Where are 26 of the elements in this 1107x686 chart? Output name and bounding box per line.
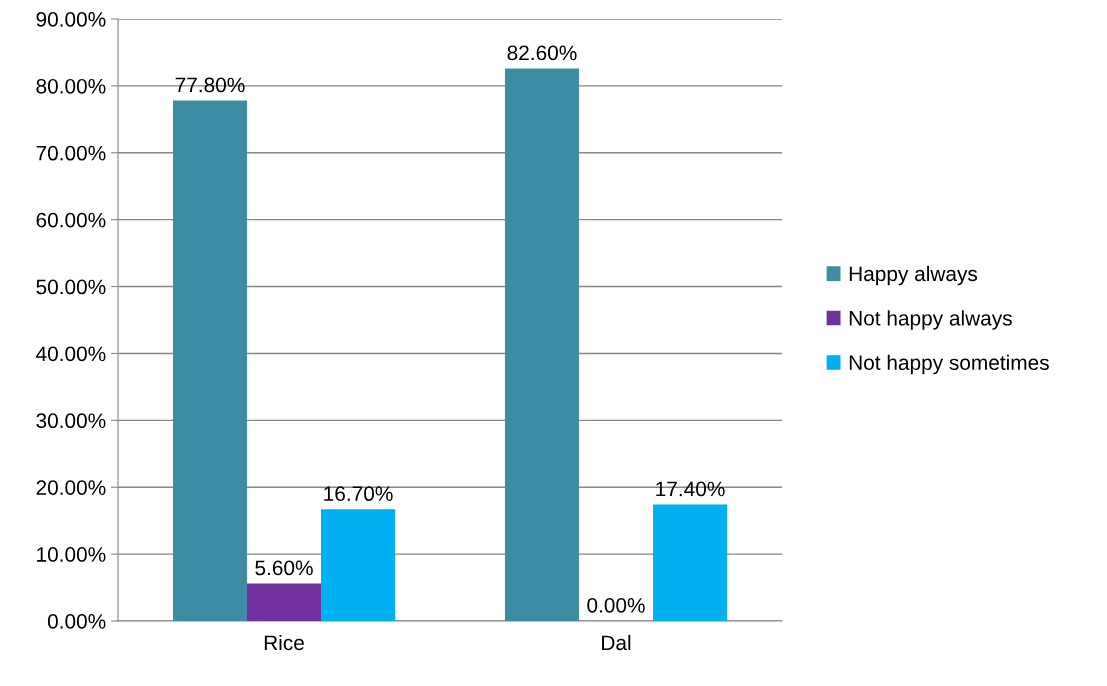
data-label: 5.60% xyxy=(255,560,313,576)
data-label: 77.80% xyxy=(175,77,245,93)
y-tick-label: 70.00% xyxy=(36,145,106,161)
legend-label: Happy always xyxy=(849,265,978,286)
data-label: 17.40% xyxy=(656,481,725,497)
data-label: 0.00% xyxy=(587,597,645,613)
bar xyxy=(504,68,579,621)
x-tick-label: Dal xyxy=(602,634,631,651)
y-tick-label: 90.00% xyxy=(36,12,106,27)
y-tick-label: 0.00% xyxy=(47,614,106,629)
y-tick-label: 20.00% xyxy=(36,480,106,495)
y-tick-label: 40.00% xyxy=(36,346,106,362)
legend-label: Not happy sometimes xyxy=(849,354,1049,375)
bar xyxy=(172,100,247,621)
bar xyxy=(246,583,322,621)
y-tick-label: 50.00% xyxy=(36,279,106,295)
legend-label: Not happy always xyxy=(849,310,1012,330)
bar xyxy=(653,504,728,621)
y-tick-label: 10.00% xyxy=(37,547,106,562)
data-label: 82.60% xyxy=(507,45,577,61)
y-tick-label: 80.00% xyxy=(36,78,106,94)
data-label: 16.70% xyxy=(324,486,393,502)
y-tick-label: 60.00% xyxy=(36,212,106,228)
y-tick-label: 30.00% xyxy=(36,413,106,429)
bar xyxy=(321,509,396,621)
x-tick-label: Rice xyxy=(264,634,304,651)
